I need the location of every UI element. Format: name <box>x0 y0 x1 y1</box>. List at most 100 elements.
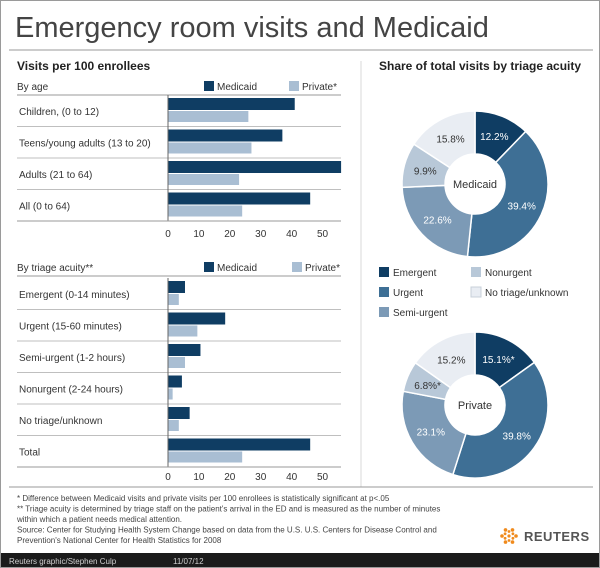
by-age-bar-chart: Children, (0 to 12) Teens/young adults (1… <box>17 95 342 240</box>
footnote-line: within which a patient needs medical att… <box>16 515 182 524</box>
footnote-line: * Difference between Medicaid visits and… <box>17 494 390 503</box>
bar-private <box>168 388 173 400</box>
logo-dot <box>503 540 508 544</box>
footnote-line: Prevention's National Center for Health … <box>17 536 222 545</box>
bar-medicaid <box>168 375 182 388</box>
tick-label: 40 <box>286 229 298 240</box>
tick-label: 30 <box>255 472 267 483</box>
by-triage-subheading: By triage acuity** <box>17 263 93 274</box>
reuters-logo-mark <box>500 528 518 544</box>
page-title: Emergency room visits and Medicaid <box>15 12 489 44</box>
legend-swatch <box>379 287 389 297</box>
slice-label: 22.6% <box>423 215 451 226</box>
donut-center-label: Private <box>458 400 492 412</box>
legend-label: Urgent <box>393 288 423 299</box>
credit-bar <box>1 553 599 567</box>
bar-private <box>168 420 179 431</box>
category-label: Urgent (15-60 minutes) <box>19 321 122 332</box>
category-label: No triage/unknown <box>19 416 102 427</box>
tick-label: 50 <box>317 472 329 483</box>
legend-medicaid-swatch-age <box>204 81 214 91</box>
legend-private-label-age: Private* <box>302 82 337 93</box>
logo-dot <box>507 539 511 542</box>
donut-slice <box>412 110 476 169</box>
triage-legend: Emergent Nonurgent Urgent No triage/unknown… <box>379 267 568 319</box>
slice-label: 39.8% <box>503 431 531 442</box>
bar-medicaid <box>168 312 226 325</box>
logo-dot <box>510 528 515 532</box>
logo-dot <box>511 536 515 540</box>
footnote-line: ** Triage acuity is determined by triage… <box>17 505 440 514</box>
right-heading: Share of total visits by triage acuity <box>379 59 581 73</box>
logo-dot <box>511 532 515 536</box>
bar-private <box>168 325 198 337</box>
tick-label: 0 <box>165 229 171 240</box>
category-label: Nonurgent (2-24 hours) <box>19 384 123 395</box>
slice-label: 6.8%* <box>414 381 441 392</box>
legend-label: Semi-urgent <box>393 308 448 319</box>
legend-label: Nonurgent <box>485 268 532 279</box>
category-label: Emergent (0-14 minutes) <box>19 290 130 301</box>
reuters-logo-text: REUTERS <box>524 529 590 544</box>
tick-label: 30 <box>255 229 267 240</box>
bar-medicaid <box>168 344 201 356</box>
credit-date: 11/07/12 <box>173 557 204 566</box>
tick-label: 40 <box>286 472 298 483</box>
logo-dot <box>510 540 515 544</box>
legend-private-label-triage: Private* <box>305 263 340 274</box>
donut-slice <box>401 184 473 258</box>
legend-private-swatch-age <box>289 81 299 91</box>
category-label: All (0 to 64) <box>19 201 70 212</box>
tick-label: 10 <box>193 472 205 483</box>
legend-swatch <box>379 267 389 277</box>
bar-private <box>168 174 240 185</box>
logo-dot <box>503 536 507 540</box>
bar-medicaid <box>168 161 342 173</box>
tick-label: 50 <box>317 229 329 240</box>
legend-medicaid-label-triage: Medicaid <box>217 263 257 274</box>
donut-slice <box>451 361 549 479</box>
donut-slice <box>466 130 549 258</box>
legend-private-swatch-triage <box>292 262 302 272</box>
category-label: Total <box>19 447 40 458</box>
category-label: Children, (0 to 12) <box>19 107 99 118</box>
tick-label: 0 <box>165 472 171 483</box>
credit-text: Reuters graphic/Stephen Culp <box>9 557 117 566</box>
slice-label: 12.2% <box>480 132 508 143</box>
logo-dot <box>503 532 507 536</box>
bar-medicaid <box>168 407 190 419</box>
private-donut-chart: 15.1%* 39.8% 23.1% 6.8%* 15.2% Private <box>401 331 549 479</box>
legend-swatch <box>379 307 389 317</box>
donut-slice <box>414 331 476 389</box>
tick-label: 20 <box>224 472 236 483</box>
logo-dot <box>514 534 518 538</box>
tick-label: 20 <box>224 229 236 240</box>
bar-private <box>168 294 179 305</box>
slice-label: 23.1% <box>417 427 445 438</box>
left-heading: Visits per 100 enrollees <box>17 59 151 73</box>
bar-medicaid <box>168 98 295 110</box>
by-triage-bar-chart: Emergent (0-14 minutes) Urgent (15-60 min… <box>17 278 341 483</box>
legend-medicaid-label-age: Medicaid <box>217 82 257 93</box>
legend-swatch <box>470 286 482 298</box>
bar-medicaid <box>168 438 311 451</box>
logo-dot <box>503 528 508 532</box>
category-label: Adults (21 to 64) <box>19 170 92 181</box>
logo-dot <box>507 534 511 538</box>
donut-center-label: Medicaid <box>453 179 497 191</box>
bar-private <box>168 142 252 154</box>
slice-label: 9.9% <box>414 167 437 178</box>
legend-swatch <box>471 267 481 277</box>
slice-label: 15.2% <box>437 355 465 366</box>
slice-label: 15.8% <box>436 135 464 146</box>
footnotes: * Difference between Medicaid visits and… <box>16 494 440 545</box>
footnote-line: Source: Center for Studying Health Syste… <box>17 526 437 535</box>
bar-medicaid <box>168 281 185 293</box>
tick-label: 10 <box>193 229 205 240</box>
reuters-logo: REUTERS <box>500 528 589 544</box>
logo-dot <box>500 534 504 538</box>
bar-private <box>168 357 185 368</box>
by-age-subheading: By age <box>17 82 49 93</box>
